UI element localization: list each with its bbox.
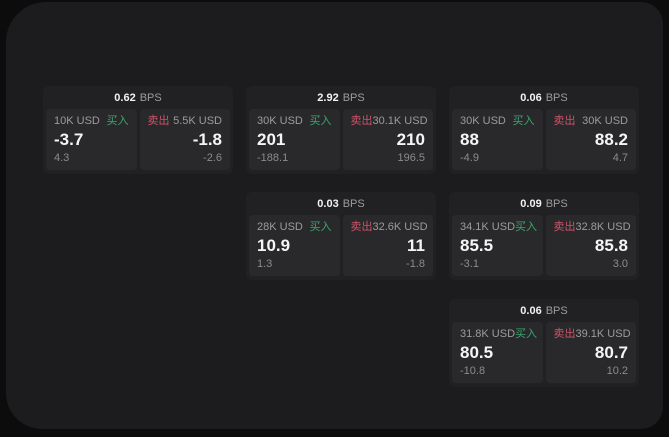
buy-panel[interactable]: 30K USD 买入 88 -4.9: [452, 109, 543, 170]
buy-amount: 30K USD: [257, 115, 303, 127]
buy-delta: 1.3: [257, 258, 273, 270]
bps-value: 0.06: [520, 304, 542, 317]
sell-price: 210: [396, 129, 425, 149]
sell-delta: 10.2: [606, 365, 628, 377]
bps-value: 2.92: [317, 91, 339, 104]
sell-price: 88.2: [594, 129, 628, 149]
sell-amount: 30K USD: [582, 115, 628, 127]
sell-delta: -1.8: [406, 258, 425, 270]
sell-side-label: 卖出: [553, 115, 576, 127]
app-surface: 0.62 BPS 10K USD 买入 -3.7 4.3 卖出 5.5K USD: [6, 2, 663, 429]
buy-side-label: 买入: [515, 328, 538, 340]
quote-card-2: 2.92 BPS 30K USD 买入 201 -188.1 卖出 30.1K …: [246, 86, 436, 174]
sell-side-label: 卖出: [350, 221, 373, 233]
sell-panel[interactable]: 卖出 30K USD 88.2 4.7: [545, 109, 636, 170]
sell-delta: 3.0: [612, 258, 628, 270]
buy-price: 85.5: [460, 235, 494, 255]
sell-panel[interactable]: 卖出 30.1K USD 210 196.5: [342, 109, 433, 170]
sell-price: 11: [407, 235, 425, 255]
bps-header: 0.62 BPS: [43, 86, 233, 109]
buy-amount: 30K USD: [460, 115, 506, 127]
sell-amount: 32.8K USD: [575, 221, 631, 233]
buy-panel[interactable]: 28K USD 买入 10.9 1.3: [249, 215, 340, 276]
buy-amount: 31.8K USD: [460, 328, 516, 340]
bps-value: 0.06: [520, 91, 542, 104]
buy-delta: -10.8: [460, 365, 486, 377]
bps-unit-label: BPS: [342, 91, 365, 104]
bps-unit-label: BPS: [139, 91, 162, 104]
sell-price: 85.8: [594, 235, 628, 255]
quote-card-6: 0.06 BPS 31.8K USD 买入 80.5 -10.8 卖出 39.1…: [449, 299, 639, 387]
buy-price: 80.5: [460, 342, 494, 362]
buy-side-label: 买入: [515, 221, 538, 233]
sell-panel[interactable]: 卖出 5.5K USD -1.8 -2.6: [139, 109, 230, 170]
buy-delta: 4.3: [54, 152, 70, 164]
buy-side-label: 买入: [512, 115, 535, 127]
bps-value: 0.03: [317, 197, 339, 210]
quote-card-1: 0.62 BPS 10K USD 买入 -3.7 4.3 卖出 5.5K USD: [43, 86, 233, 174]
sell-side-label: 卖出: [553, 328, 576, 340]
bps-unit-label: BPS: [342, 197, 365, 210]
buy-price: 10.9: [257, 235, 291, 255]
sell-delta: 196.5: [397, 152, 425, 164]
sell-panel[interactable]: 卖出 32.6K USD 11 -1.8: [342, 215, 433, 276]
sell-panel[interactable]: 卖出 32.8K USD 85.8 3.0: [545, 215, 636, 276]
buy-side-label: 买入: [309, 115, 332, 127]
quote-card-3: 0.06 BPS 30K USD 买入 88 -4.9 卖出 30K USD: [449, 86, 639, 174]
sell-amount: 39.1K USD: [575, 328, 631, 340]
sell-delta: 4.7: [612, 152, 628, 164]
quote-card-4: 0.03 BPS 28K USD 买入 10.9 1.3 卖出 32.6K US…: [246, 192, 436, 280]
bps-header: 2.92 BPS: [246, 86, 436, 109]
buy-side-label: 买入: [106, 115, 129, 127]
sell-delta: -2.6: [203, 152, 222, 164]
buy-panel[interactable]: 31.8K USD 买入 80.5 -10.8: [452, 322, 543, 383]
bps-header: 0.06 BPS: [449, 299, 639, 322]
buy-amount: 10K USD: [54, 115, 100, 127]
sell-amount: 30.1K USD: [372, 115, 428, 127]
bps-header: 0.06 BPS: [449, 86, 639, 109]
buy-panel[interactable]: 30K USD 买入 201 -188.1: [249, 109, 340, 170]
bps-value: 0.62: [114, 91, 136, 104]
buy-panel[interactable]: 10K USD 买入 -3.7 4.3: [46, 109, 137, 170]
sell-side-label: 卖出: [147, 115, 170, 127]
buy-amount: 28K USD: [257, 221, 303, 233]
bps-unit-label: BPS: [545, 304, 568, 317]
bps-header: 0.03 BPS: [246, 192, 436, 215]
buy-delta: -188.1: [257, 152, 289, 164]
buy-panel[interactable]: 34.1K USD 买入 85.5 -3.1: [452, 215, 543, 276]
bps-unit-label: BPS: [545, 197, 568, 210]
sell-price: -1.8: [192, 129, 222, 149]
buy-price: 88: [460, 129, 479, 149]
bps-header: 0.09 BPS: [449, 192, 639, 215]
sell-side-label: 卖出: [553, 221, 576, 233]
buy-amount: 34.1K USD: [460, 221, 516, 233]
buy-price: -3.7: [54, 129, 84, 149]
sell-amount: 32.6K USD: [372, 221, 428, 233]
quote-card-5: 0.09 BPS 34.1K USD 买入 85.5 -3.1 卖出 32.8K…: [449, 192, 639, 280]
sell-price: 80.7: [594, 342, 628, 362]
sell-side-label: 卖出: [350, 115, 373, 127]
sell-panel[interactable]: 卖出 39.1K USD 80.7 10.2: [545, 322, 636, 383]
bps-unit-label: BPS: [545, 91, 568, 104]
buy-delta: -3.1: [460, 258, 479, 270]
sell-amount: 5.5K USD: [173, 115, 222, 127]
buy-side-label: 买入: [309, 221, 332, 233]
bps-value: 0.09: [520, 197, 542, 210]
buy-delta: -4.9: [460, 152, 479, 164]
buy-price: 201: [257, 129, 286, 149]
